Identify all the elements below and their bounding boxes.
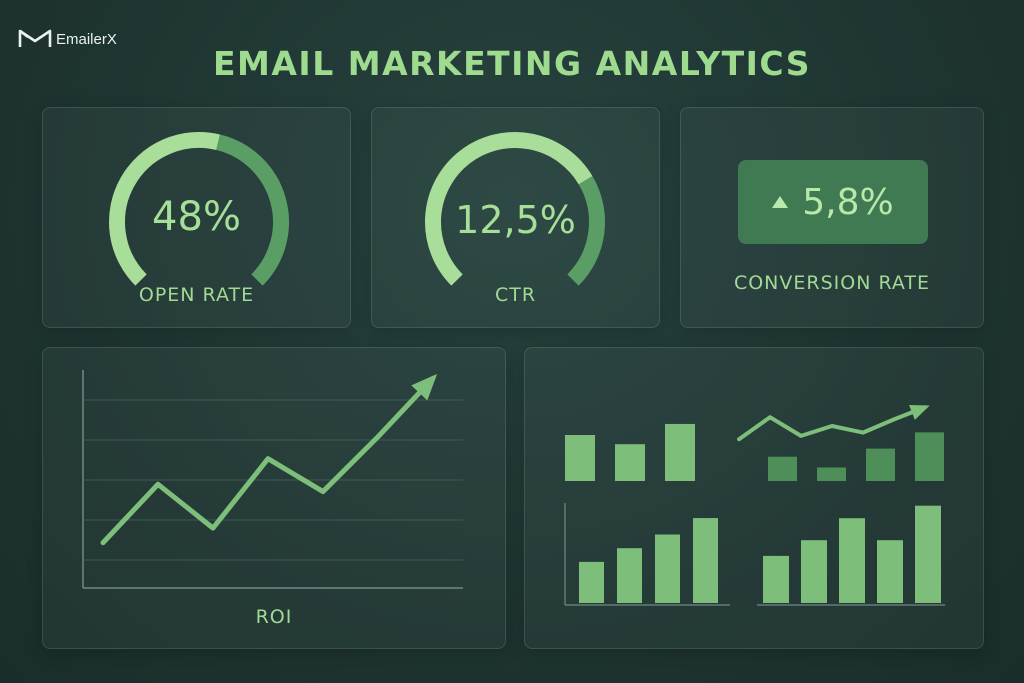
conversion-badge: 5,8%	[738, 160, 928, 244]
roi-chart-card: ROI	[42, 347, 506, 649]
open-rate-card: 48% OPEN RATE	[42, 107, 351, 328]
mini-bars-3-bar	[617, 548, 642, 603]
mini-bars-2-bar	[915, 432, 944, 481]
roi-axis-label: ROI	[255, 606, 293, 628]
open-rate-label: OPEN RATE	[138, 284, 255, 306]
mini-bars-3-bar	[579, 561, 604, 603]
mini-charts	[564, 404, 945, 606]
triangle-up-icon	[772, 196, 789, 208]
mini-bars-2-bar	[866, 448, 895, 481]
ctr-card: 12,5% CTR	[371, 107, 660, 328]
ctr-gauge	[425, 132, 605, 286]
mini-bars-2-bar	[768, 456, 797, 481]
roi-arrowhead	[411, 373, 438, 401]
brand-name: EmailerX	[56, 30, 117, 48]
ctr-label: CTR	[494, 284, 537, 306]
mini-bars-3-bar	[655, 534, 680, 603]
email-envelope-m-icon	[18, 29, 52, 47]
ctr-gauge-rest	[567, 176, 605, 286]
brand-logo[interactable]: EmailerX	[18, 28, 117, 50]
mini-bars-4-bar	[839, 518, 865, 603]
mini-line-arrowhead	[909, 404, 930, 420]
conversion-card: 5,8% CONVERSION RATE	[680, 107, 984, 328]
mini-line-series	[737, 405, 927, 442]
mini-bars-1-bar	[565, 435, 595, 481]
roi-series-line	[100, 375, 436, 546]
mini-bars-4-bar	[915, 505, 941, 603]
mini-charts-card	[524, 347, 984, 649]
mini-bars-1-bar	[665, 423, 695, 481]
open-rate-gauge-fill	[109, 132, 221, 286]
ctr-value: 12,5%	[455, 198, 576, 242]
open-rate-gauge-rest	[216, 134, 289, 286]
conversion-value: 5,8%	[802, 181, 894, 223]
roi-line-chart	[82, 370, 463, 589]
mini-bars-1-bar	[615, 444, 645, 481]
open-rate-value: 48%	[152, 194, 241, 240]
mini-bars-4-bar	[877, 540, 903, 603]
mini-bars-4-bar	[801, 540, 827, 603]
ctr-gauge-fill	[425, 132, 593, 286]
mini-bars-3-bar	[693, 518, 718, 603]
page-title: EMAIL MARKETING ANALYTICS	[213, 44, 811, 83]
conversion-label: CONVERSION RATE	[733, 272, 931, 294]
open-rate-gauge	[109, 132, 289, 286]
mini-bars-4-bar	[763, 555, 789, 603]
mini-bars-2-bar	[817, 467, 846, 481]
